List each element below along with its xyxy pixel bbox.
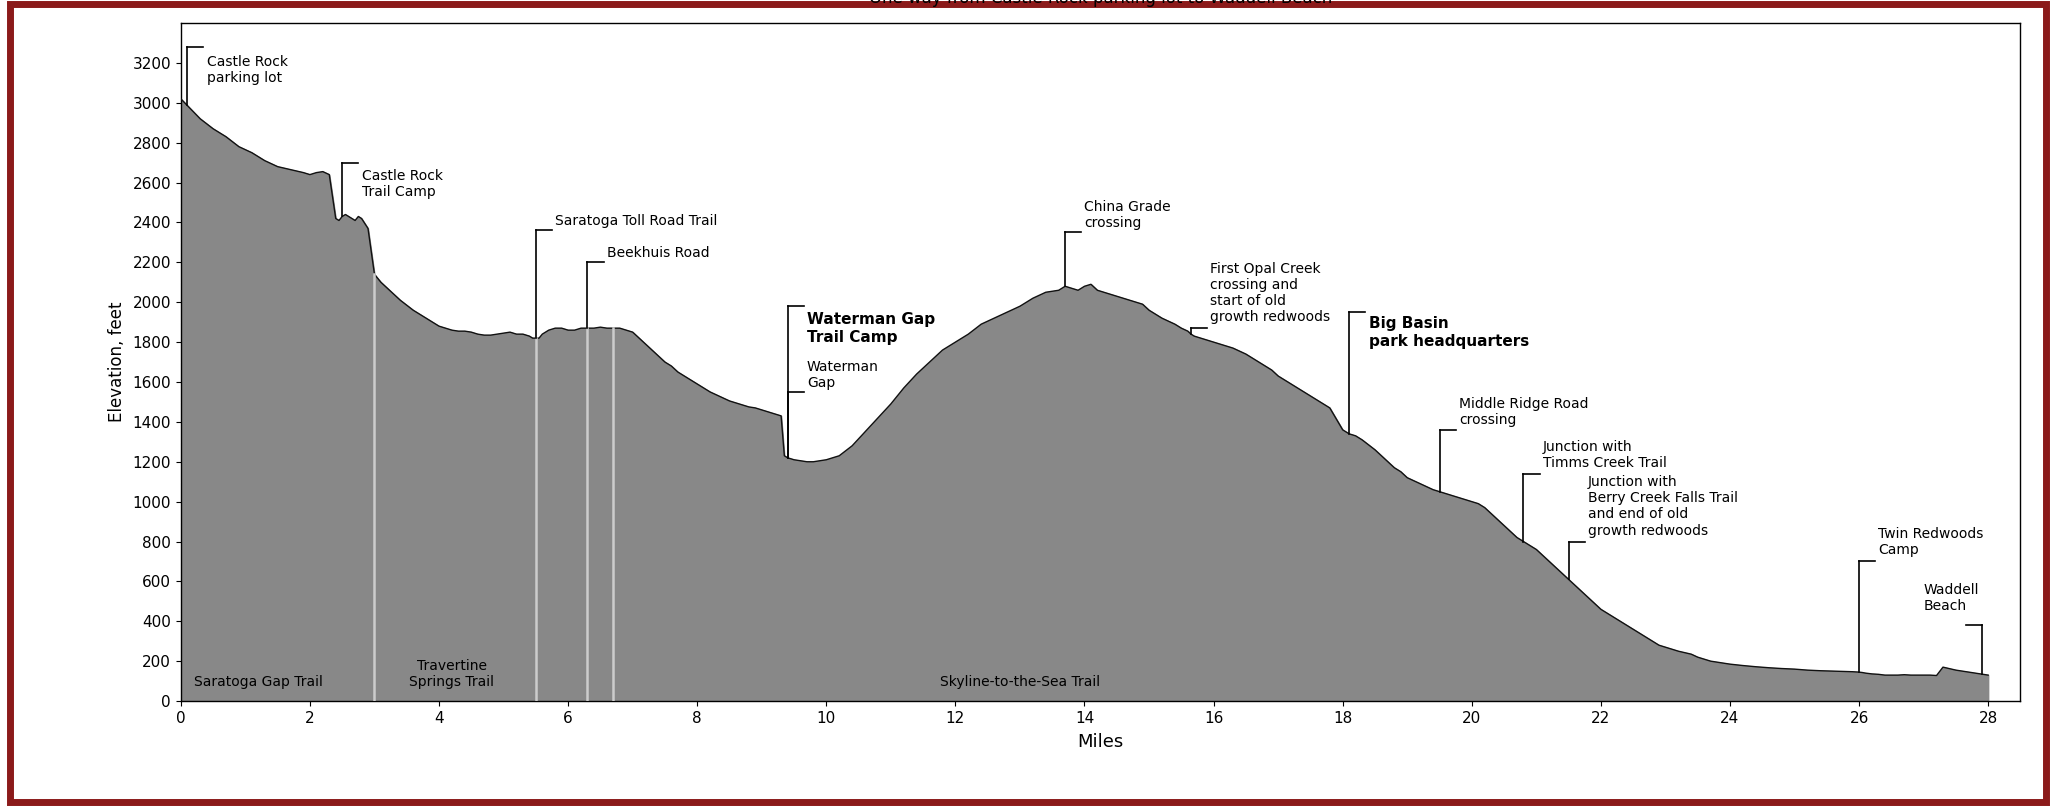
Text: Middle Ridge Road
crossing: Middle Ridge Road crossing (1460, 397, 1589, 427)
Text: Saratoga Toll Road Trail: Saratoga Toll Road Trail (555, 214, 718, 228)
Text: Skyline-to-the-Sea Trail: Skyline-to-the-Sea Trail (940, 675, 1100, 689)
Text: Beekhuis Road: Beekhuis Road (607, 247, 709, 260)
Text: Junction with
Berry Creek Falls Trail
and end of old
growth redwoods: Junction with Berry Creek Falls Trail an… (1587, 475, 1737, 538)
Text: Saratoga Gap Trail: Saratoga Gap Trail (193, 675, 323, 689)
Y-axis label: Elevation, feet: Elevation, feet (107, 301, 125, 422)
Text: Waterman
Gap: Waterman Gap (806, 359, 878, 390)
Text: Big Basin
park headquarters: Big Basin park headquarters (1369, 316, 1530, 348)
Text: One way from Castle Rock parking lot to Waddell Beach: One way from Castle Rock parking lot to … (870, 0, 1332, 7)
Text: Waddell
Beach: Waddell Beach (1924, 583, 1980, 613)
Text: Travertine
Springs Trail: Travertine Springs Trail (409, 659, 493, 689)
Text: Castle Rock
parking lot: Castle Rock parking lot (208, 55, 288, 85)
Text: First Opal Creek
crossing and
start of old
growth redwoods: First Opal Creek crossing and start of o… (1211, 262, 1330, 324)
Text: Twin Redwoods
Camp: Twin Redwoods Camp (1879, 527, 1984, 558)
Text: China Grade
crossing: China Grade crossing (1084, 200, 1172, 231)
Text: Castle Rock
Trail Camp: Castle Rock Trail Camp (362, 168, 442, 199)
Text: Junction with
Timms Creek Trail: Junction with Timms Creek Trail (1542, 439, 1667, 470)
Text: Waterman Gap
Trail Camp: Waterman Gap Trail Camp (806, 312, 935, 345)
X-axis label: Miles: Miles (1077, 733, 1125, 750)
